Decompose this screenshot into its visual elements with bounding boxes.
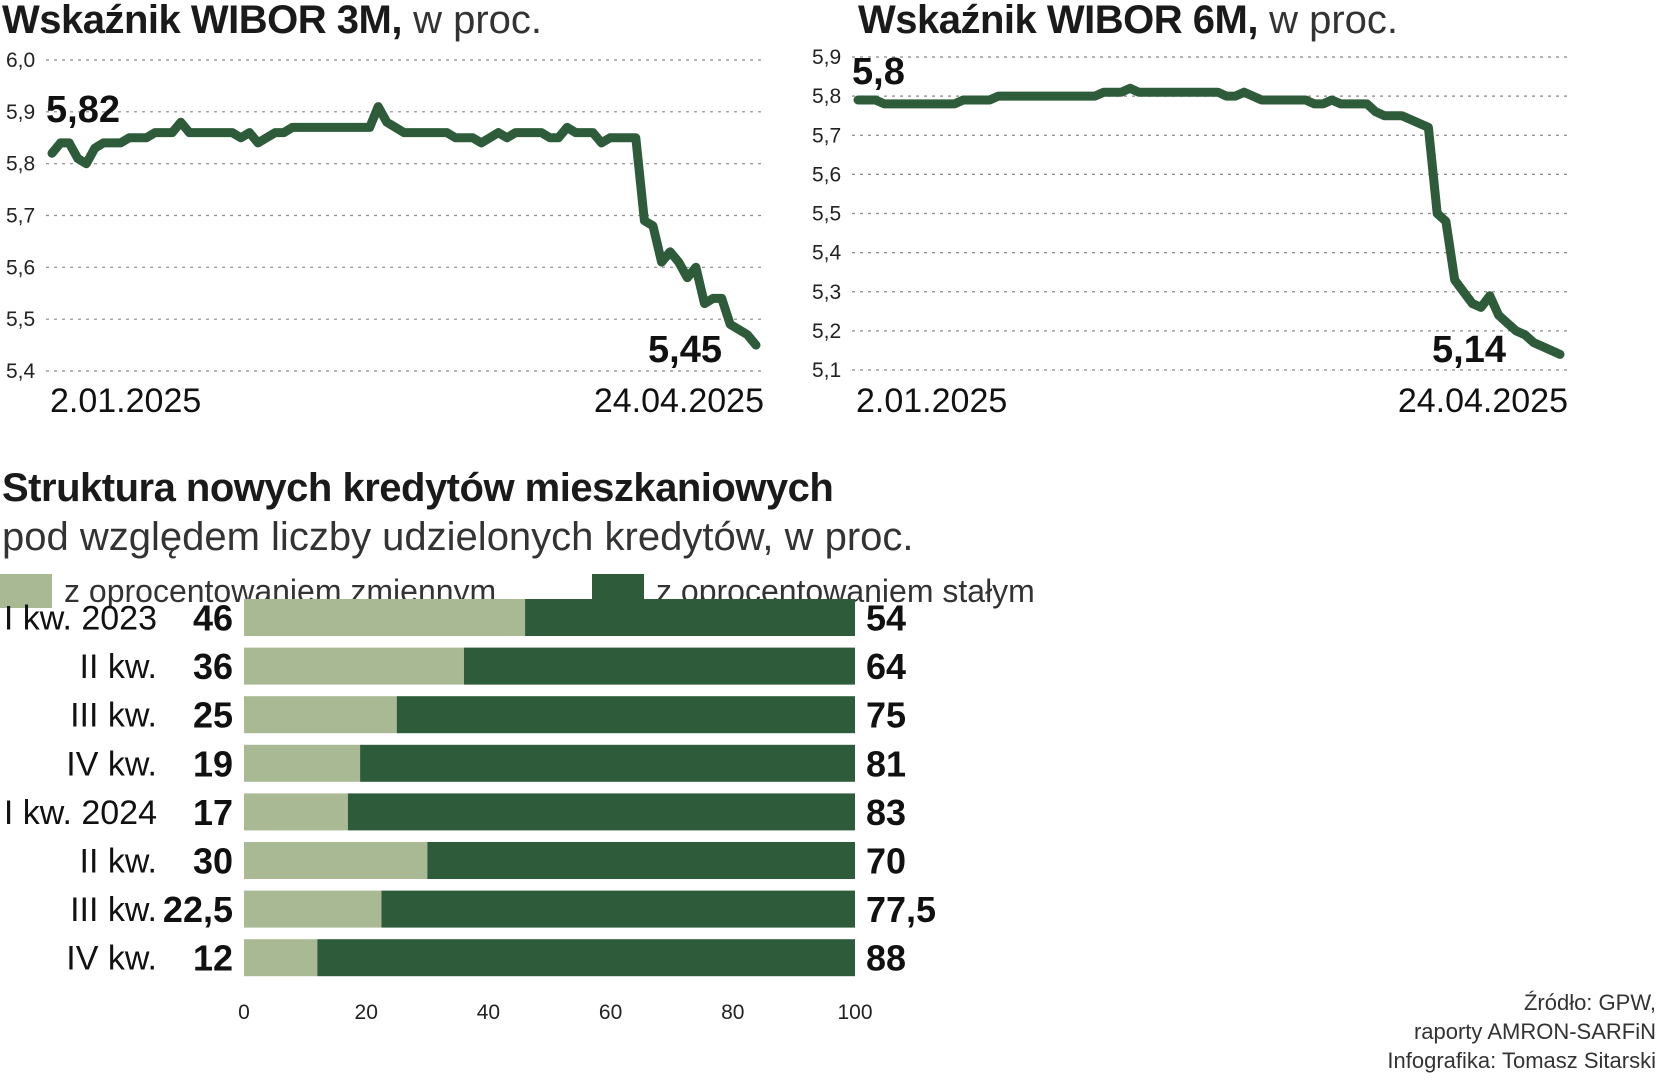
bar-variable: [244, 744, 361, 782]
wibor3m-ytick-label: 5,5: [6, 308, 35, 331]
bar-fixed: [427, 842, 855, 879]
bar-variable-value-label: 22,5: [163, 889, 233, 930]
bar-variable-value-label: 46: [193, 598, 233, 639]
bar-fixed-value-label: 81: [866, 743, 906, 784]
wibor6m-title-main: Wskaźnik WIBOR 6M,: [858, 0, 1258, 42]
bar-xtick-label: 0: [238, 1001, 250, 1024]
bar-fixed-value-label: 54: [866, 598, 906, 639]
bar-variable: [244, 647, 464, 685]
bar-fixed-value-label: 64: [866, 646, 906, 687]
bar-category-label: I kw. 2024: [4, 794, 157, 832]
wibor3m-ytick-label: 5,6: [6, 256, 35, 279]
bar-category-label: II kw.: [80, 648, 157, 686]
wibor3m-ytick-label: 5,9: [6, 101, 35, 124]
bar-variable-value-label: 19: [193, 743, 233, 784]
bar-xtick-label: 40: [477, 1001, 500, 1024]
bar-xtick-label: 80: [721, 1001, 744, 1024]
bar-category-label: IV kw.: [66, 940, 157, 978]
wibor6m-series-line: [853, 83, 1565, 359]
credit-structure-title: Struktura nowych kredytów mieszkaniowych: [2, 466, 834, 510]
wibor6m-title-unit: w proc.: [1269, 0, 1399, 42]
wibor6m-ytick-label: 5,3: [812, 281, 841, 304]
bar-fixed-value-label: 77,5: [866, 889, 936, 930]
bar-fixed-value-label: 83: [866, 792, 906, 833]
wibor6m-ytick-label: 5,1: [812, 359, 841, 382]
bar-variable: [244, 696, 397, 734]
wibor6m-end-value-label: 5,14: [1432, 329, 1506, 371]
bar-category-label: III kw.: [70, 697, 157, 735]
wibor6m-chart: 5,9 5,8 5,7 5,6 5,5 5,4 5,3 5,2 5,1 5,8 5,14 2.01.2…: [812, 46, 1570, 420]
bar-fixed-value-label: 70: [866, 841, 906, 882]
bar-variable: [244, 939, 318, 977]
bar-variable: [244, 890, 382, 928]
bar-category-label: III kw.: [70, 891, 157, 929]
wibor3m-title-main: Wskaźnik WIBOR 3M,: [2, 0, 402, 42]
wibor6m-ytick-label: 5,8: [812, 85, 841, 108]
bar-fixed: [463, 647, 855, 685]
bar-category-label: II kw.: [80, 843, 157, 881]
bar-category-label: I kw. 2023: [4, 600, 157, 638]
wibor3m-ytick-label: 5,7: [6, 205, 35, 228]
bar-variable-value-label: 12: [193, 938, 233, 979]
bar-variable: [244, 599, 526, 636]
bar-fixed: [381, 890, 855, 928]
bar-fixed: [347, 793, 855, 831]
bar-fixed: [396, 696, 855, 734]
wibor6m-title: Wskaźnik WIBOR 6M, w proc.: [858, 0, 1398, 40]
wibor6m-ytick-label: 5,6: [812, 163, 841, 186]
infographic-credit: Infografika: Tomasz Sitarski: [1387, 1048, 1656, 1073]
wibor3m-chart: 6,0 5,9 5,8 5,7 5,6 5,5 5,4 5,82 5,45 2.01.2025 24…: [6, 49, 766, 420]
bar-fixed: [317, 939, 855, 977]
credit-structure-chart: I kw. 2023 46 54 II kw. 36 64 III kw. 25 75 IV kw…: [4, 598, 936, 1025]
bar-variable-value-label: 36: [193, 646, 233, 687]
bar-variable: [244, 793, 348, 831]
wibor3m-start-value-label: 5,82: [46, 89, 120, 131]
bar-fixed-value-label: 75: [866, 695, 906, 736]
wibor3m-end-value-label: 5,45: [648, 329, 722, 371]
wibor6m-end-date-label: 24.04.2025: [1398, 382, 1568, 420]
wibor3m-ytick-label: 5,8: [6, 153, 35, 176]
bar-fixed: [360, 744, 855, 782]
bar-category-label: IV kw.: [66, 745, 157, 783]
wibor6m-ytick-label: 5,4: [812, 242, 842, 265]
wibor6m-ytick-label: 5,2: [812, 320, 841, 343]
source-line-2: raporty AMRON-SARFiN: [1413, 1019, 1656, 1044]
bar-fixed-value-label: 88: [866, 938, 906, 979]
wibor3m-title: Wskaźnik WIBOR 3M, w proc.: [2, 0, 542, 40]
bar-variable-value-label: 30: [193, 841, 233, 882]
credit-structure-subtitle: pod względem liczby udzielonych kredytów…: [2, 515, 914, 559]
wibor6m-ytick-label: 5,9: [812, 46, 841, 69]
bar-xtick-label: 100: [837, 1001, 872, 1024]
wibor3m-ytick-label: 5,4: [6, 360, 36, 383]
wibor6m-start-value-label: 5,8: [852, 51, 905, 93]
legend-swatch-variable: [0, 574, 52, 608]
bar-fixed: [525, 599, 855, 636]
wibor3m-ytick-label: 6,0: [6, 49, 35, 72]
wibor6m-start-date-label: 2.01.2025: [856, 382, 1007, 420]
wibor6m-ytick-label: 5,5: [812, 203, 841, 226]
wibor3m-start-date-label: 2.01.2025: [50, 382, 201, 420]
wibor6m-ytick-label: 5,7: [812, 124, 841, 147]
bar-variable: [244, 842, 428, 879]
source-line-1: Źródło: GPW,: [1523, 990, 1656, 1015]
bar-variable-value-label: 25: [193, 695, 233, 736]
bar-xtick-label: 60: [599, 1001, 622, 1024]
wibor3m-title-unit: w proc.: [413, 0, 543, 42]
wibor3m-series-line: [47, 102, 761, 350]
bar-variable-value-label: 17: [193, 792, 233, 833]
bar-xtick-label: 20: [355, 1001, 378, 1024]
wibor3m-end-date-label: 24.04.2025: [594, 382, 764, 420]
